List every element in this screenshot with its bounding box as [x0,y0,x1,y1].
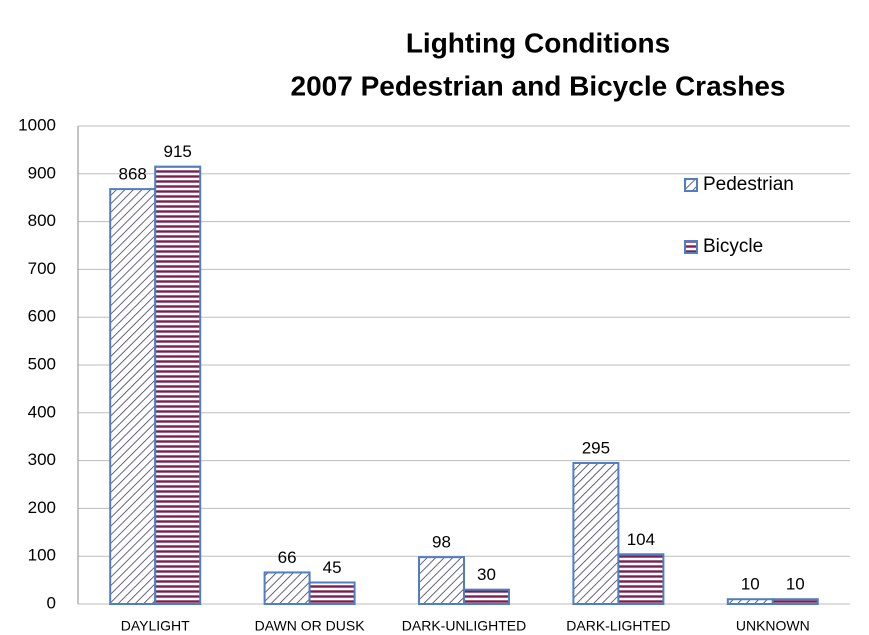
bar [109,188,157,605]
y-tick-label: 800 [28,211,56,230]
data-label: 45 [323,558,342,577]
x-tick-label: UNKNOWN [736,618,810,634]
bar [263,571,311,606]
y-tick-label: 900 [28,163,56,182]
legend-label: Bicycle [703,236,763,257]
y-tick-label: 400 [28,402,56,421]
bar [418,556,465,606]
y-tick-label: 0 [47,593,56,612]
y-tick-label: 600 [28,307,56,326]
data-label: 915 [164,142,192,161]
data-label: 868 [119,165,147,184]
data-label: 30 [477,565,496,584]
legend-swatch [684,240,698,254]
data-label: 66 [278,548,297,567]
legend-label: Pedestrian [703,174,794,195]
legend-swatch [684,178,698,192]
data-label: 98 [432,533,451,552]
bar [771,598,819,605]
bar [154,165,202,605]
y-tick-label: 200 [28,498,56,517]
y-tick-label: 100 [28,546,56,565]
y-tick-label: 500 [28,354,56,373]
bar [308,581,356,605]
x-tick-label: DAWN OR DUSK [255,618,366,634]
bar [463,588,510,605]
y-tick-label: 700 [28,259,56,278]
data-label: 104 [627,530,655,549]
x-tick-label: DARK-LIGHTED [566,618,670,634]
chart-title: Lighting Conditions [406,27,670,58]
y-tick-label: 1000 [18,115,56,134]
x-tick-label: DARK-UNLIGHTED [402,618,526,634]
bar [572,461,620,605]
data-label: 10 [741,575,760,594]
data-label: 295 [582,438,610,457]
data-label: 10 [786,575,805,594]
bar [617,553,665,606]
chart-title: 2007 Pedestrian and Bicycle Crashes [291,70,786,101]
y-tick-label: 300 [28,450,56,469]
bar [726,598,774,605]
x-tick-label: DAYLIGHT [121,618,190,634]
